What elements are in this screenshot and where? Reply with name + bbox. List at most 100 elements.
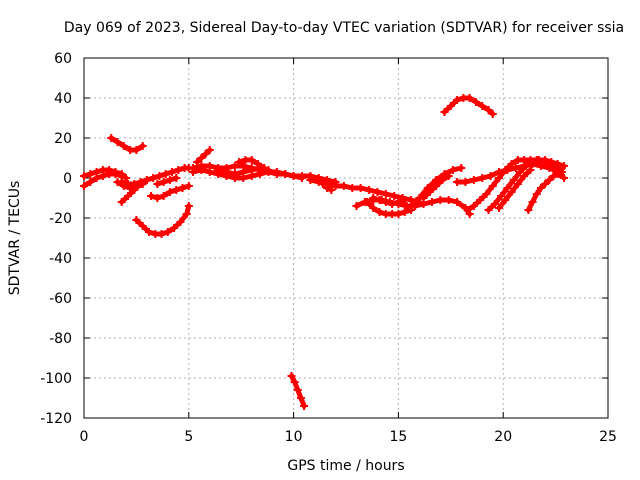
- y-axis-label: SDTVAR / TECUs: [7, 181, 23, 296]
- data-point: [495, 174, 504, 182]
- x-tick-label: 5: [184, 429, 193, 445]
- data-point: [260, 164, 269, 172]
- data-point: [511, 164, 520, 172]
- data-point: [132, 216, 141, 224]
- data-point: [222, 168, 231, 176]
- data-point: [369, 194, 378, 202]
- data-point: [520, 172, 529, 180]
- chart-title: Day 069 of 2023, Sidereal Day-to-day VTE…: [64, 20, 624, 36]
- data-point: [488, 182, 497, 190]
- data-point: [272, 168, 281, 176]
- data-point: [524, 206, 533, 214]
- series-trace-8: [147, 182, 193, 202]
- series-trace-9: [153, 174, 181, 188]
- y-tick-label: 60: [54, 51, 72, 67]
- data-point: [113, 178, 122, 186]
- data-point: [165, 176, 174, 184]
- data-point: [522, 162, 531, 170]
- data-point: [142, 176, 151, 184]
- data-point: [117, 198, 126, 206]
- data-point: [486, 172, 495, 180]
- data-point: [356, 184, 365, 192]
- data-point: [375, 196, 384, 204]
- data-point: [197, 166, 206, 174]
- data-point: [453, 96, 462, 104]
- x-tick-label: 10: [285, 429, 303, 445]
- data-point: [501, 196, 510, 204]
- data-point: [247, 166, 256, 174]
- data-point: [541, 180, 550, 188]
- data-point: [425, 188, 434, 196]
- x-tick-label: 0: [80, 429, 89, 445]
- data-point: [184, 182, 193, 190]
- data-point: [230, 170, 239, 178]
- data-point: [453, 178, 462, 186]
- data-point: [352, 202, 361, 210]
- data-point: [438, 176, 447, 184]
- grid: [84, 58, 608, 418]
- data-point: [547, 158, 556, 166]
- data-point: [394, 198, 403, 206]
- y-tick-label: -40: [49, 251, 72, 267]
- series-trace-3: [107, 134, 147, 154]
- data-point: [132, 182, 141, 190]
- data-point: [300, 402, 309, 410]
- data-point: [318, 180, 327, 188]
- data-point: [144, 228, 153, 236]
- data-point: [469, 176, 478, 184]
- data-point: [536, 184, 545, 192]
- data-point: [290, 378, 299, 386]
- data-point: [80, 182, 88, 190]
- data-point: [172, 186, 181, 194]
- data-point: [373, 188, 382, 196]
- data-point: [463, 206, 472, 214]
- data-point: [293, 386, 302, 394]
- x-tick-label: 20: [494, 429, 512, 445]
- data-point: [86, 170, 95, 178]
- data-point: [365, 186, 374, 194]
- data-point: [488, 110, 497, 118]
- data-point: [281, 170, 290, 178]
- data-point: [182, 210, 191, 218]
- series-trace-14: [235, 156, 269, 172]
- data-point: [543, 162, 552, 170]
- data-point: [184, 202, 193, 210]
- data-point: [448, 166, 457, 174]
- data-point: [419, 194, 428, 202]
- data-point: [400, 208, 409, 216]
- data-point: [297, 174, 306, 182]
- data-point: [476, 196, 485, 204]
- series-trace-19: [369, 194, 409, 208]
- data-point: [121, 174, 130, 182]
- data-point: [176, 218, 185, 226]
- data-point: [394, 210, 403, 218]
- data-point: [168, 168, 177, 176]
- series-trace-26: [495, 166, 535, 212]
- series-trace-29: [287, 372, 309, 410]
- data-point: [465, 94, 474, 102]
- data-point: [157, 230, 166, 238]
- data-point: [159, 192, 168, 200]
- data-point: [172, 174, 181, 182]
- data-point: [107, 134, 116, 142]
- y-tick-label: -120: [40, 411, 72, 427]
- data-point: [406, 202, 415, 210]
- data-point: [469, 202, 478, 210]
- series-trace-7: [132, 202, 193, 238]
- data-point: [170, 224, 179, 232]
- y-tick-label: -100: [40, 371, 72, 387]
- data-point: [513, 180, 522, 188]
- data-point: [528, 198, 537, 206]
- data-point: [163, 228, 172, 236]
- series-trace-20: [406, 164, 466, 210]
- data-point: [296, 394, 305, 402]
- data-point: [400, 196, 409, 204]
- y-tick-label: -80: [49, 331, 72, 347]
- data-point: [149, 174, 158, 182]
- data-point: [197, 154, 206, 162]
- data-point: [471, 98, 480, 106]
- data-point: [323, 184, 332, 192]
- data-point: [113, 138, 122, 146]
- series-trace-21: [419, 172, 453, 202]
